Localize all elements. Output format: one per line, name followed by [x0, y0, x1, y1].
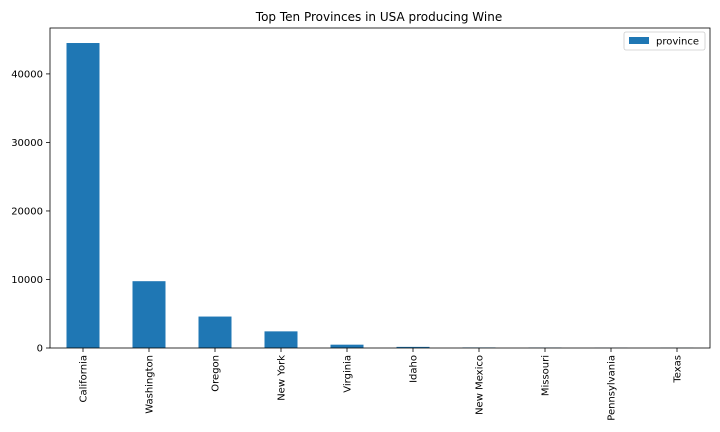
x-tick-label: California	[79, 355, 90, 403]
bar-california	[66, 43, 100, 348]
x-tick-label: Missouri	[541, 355, 552, 396]
y-tick-label: 0	[37, 344, 43, 355]
y-axis: 0 10000 20000 30000 40000	[11, 69, 50, 355]
chart-title: Top Ten Provinces in USA producing Wine	[255, 10, 502, 24]
plot-frame	[49, 27, 711, 349]
bar-new-york	[264, 331, 298, 348]
x-tick-label: Washington	[145, 355, 156, 414]
bar-virginia	[330, 344, 364, 348]
bar-washington	[132, 281, 166, 348]
legend-label: province	[656, 37, 699, 48]
bar-oregon	[198, 316, 232, 348]
y-tick-label: 40000	[11, 69, 43, 80]
x-tick-label: Virginia	[343, 355, 354, 393]
legend-frame	[623, 31, 706, 51]
x-tick-label: Oregon	[211, 355, 222, 392]
x-tick-label: New Mexico	[475, 355, 486, 415]
x-tick-label: Pennsylvania	[607, 355, 618, 421]
bar-idaho	[396, 346, 430, 348]
y-tick-label: 20000	[11, 206, 43, 217]
y-tick-label: 30000	[11, 138, 43, 149]
x-tick-label: Texas	[673, 355, 684, 384]
x-tick-label: New York	[277, 355, 288, 401]
legend: province	[623, 31, 706, 51]
bars-group	[66, 43, 694, 348]
legend-swatch	[629, 37, 649, 44]
y-tick-label: 10000	[11, 275, 43, 286]
x-axis: California Washington Oregon New York Virgin…	[79, 348, 684, 421]
x-tick-label: Idaho	[409, 355, 420, 383]
